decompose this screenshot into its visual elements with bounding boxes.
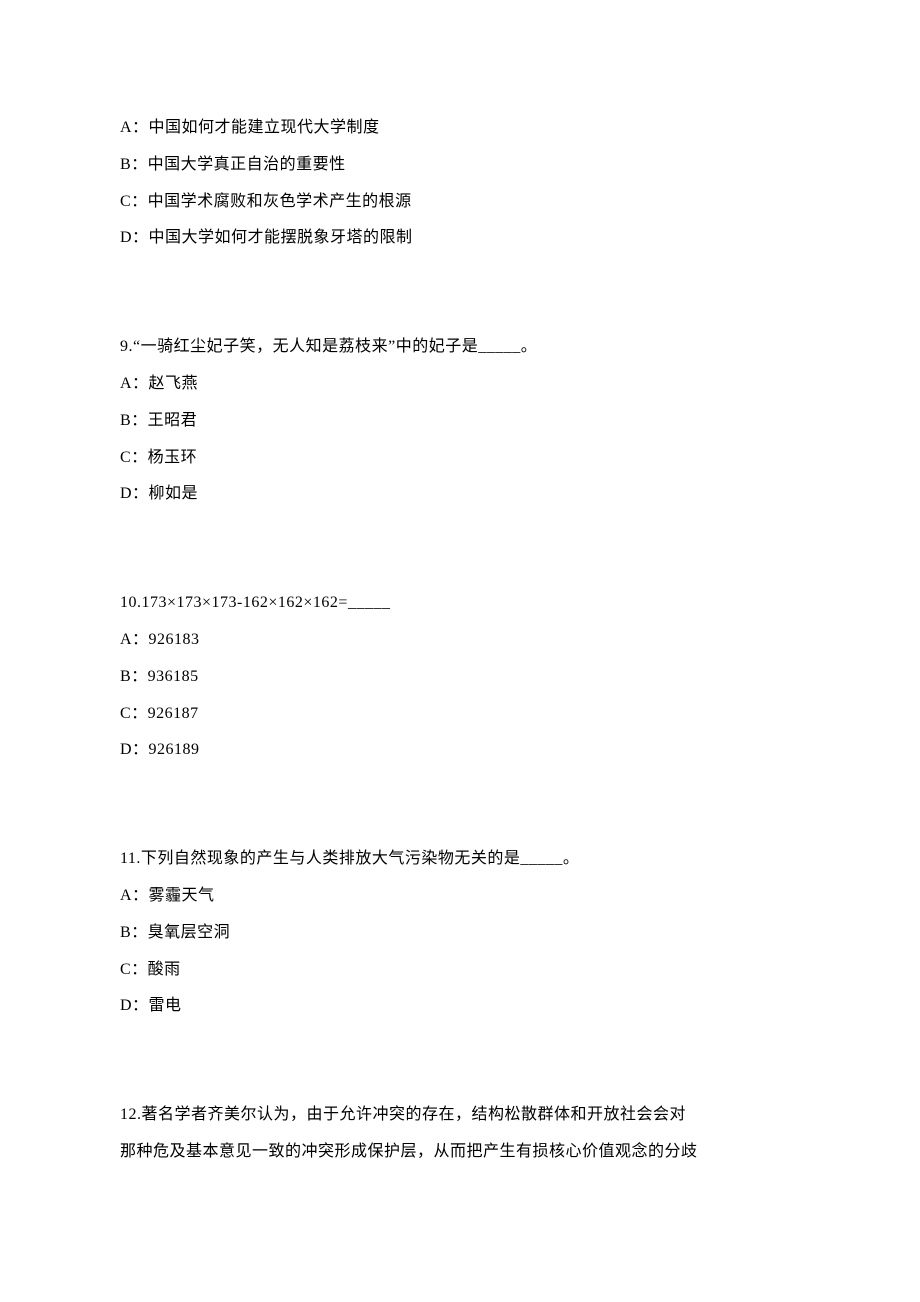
gap (120, 257, 800, 329)
q11-option-a: A：雾霾天气 (120, 878, 800, 915)
q9-option-a: A：赵飞燕 (120, 366, 800, 403)
gap (120, 769, 800, 841)
q11-option-c: C：酸雨 (120, 952, 800, 989)
q10-option-b: B：936185 (120, 659, 800, 696)
q8-option-a: A：中国如何才能建立现代大学制度 (120, 110, 800, 147)
q8-option-b: B：中国大学真正自治的重要性 (120, 147, 800, 184)
q9-option-d: D：柳如是 (120, 476, 800, 513)
gap (120, 1025, 800, 1097)
gap (120, 513, 800, 585)
q8-option-c: C：中国学术腐败和灰色学术产生的根源 (120, 184, 800, 221)
q8-option-d: D：中国大学如何才能摆脱象牙塔的限制 (120, 220, 800, 257)
q9-option-c: C：杨玉环 (120, 440, 800, 477)
q10-option-a: A：926183 (120, 622, 800, 659)
q9-option-b: B：王昭君 (120, 403, 800, 440)
q9-stem: 9.“一骑红尘妃子笑，无人知是荔枝来”中的妃子是_____。 (120, 329, 800, 366)
q11-option-d: D：雷电 (120, 988, 800, 1025)
q10-option-c: C：926187 (120, 696, 800, 733)
q10-stem: 10.173×173×173-162×162×162=_____ (120, 585, 800, 622)
q10-option-d: D：926189 (120, 732, 800, 769)
q12-line2: 那种危及基本意见一致的冲突形成保护层，从而把产生有损核心价值观念的分歧 (120, 1134, 800, 1171)
q11-stem: 11.下列自然现象的产生与人类排放大气污染物无关的是_____。 (120, 841, 800, 878)
q12-line1: 12.著名学者齐美尔认为，由于允许冲突的存在，结构松散群体和开放社会会对 (120, 1097, 800, 1134)
q11-option-b: B：臭氧层空洞 (120, 915, 800, 952)
